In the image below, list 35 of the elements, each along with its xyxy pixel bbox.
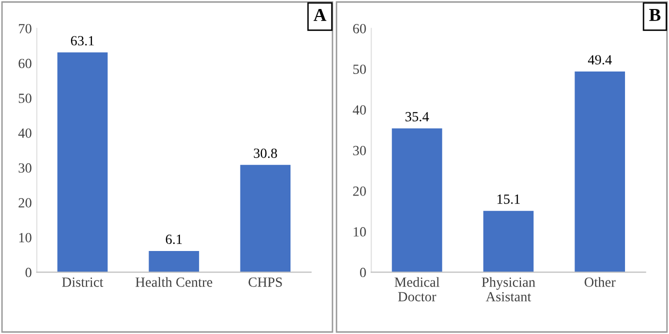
bar [392, 128, 442, 272]
x-tick-label: Physician Asistant [482, 277, 536, 302]
y-tick-label: 0 [26, 268, 32, 278]
bar [574, 71, 626, 272]
bar [57, 52, 108, 272]
y-tick-label: 10 [354, 227, 366, 237]
y-tick-label: 40 [18, 128, 32, 138]
x-tick-label: Health Centre [136, 277, 212, 287]
bar [240, 164, 291, 272]
y-tick-label: 0 [360, 268, 366, 278]
text: B [649, 9, 660, 21]
data-label: 15.1 [498, 194, 520, 204]
y-tick-label: 40 [352, 105, 366, 115]
data-label: 35.4 [406, 112, 429, 122]
y-tick-label: 70 [18, 24, 32, 34]
y-tick-label: 20 [18, 198, 32, 208]
data-label: 49.4 [588, 55, 612, 65]
bar [148, 250, 200, 272]
y-tick-label: 30 [353, 146, 366, 156]
y-tick-label: 30 [18, 163, 32, 173]
x-tick-label: CHPS [248, 278, 282, 287]
y-tick-label: 20 [353, 186, 366, 196]
y-tick-label: 60 [18, 58, 32, 68]
y-tick-label: 60 [353, 24, 366, 34]
text: A [314, 8, 326, 21]
y-tick-label: 50 [18, 94, 32, 104]
x-tick-label: District [62, 278, 104, 287]
bar [483, 210, 534, 272]
x-tick-label: Medical Doctor [394, 277, 440, 302]
y-tick-label: 10 [19, 232, 32, 242]
y-tick-label: 50 [353, 64, 366, 74]
x-tick-label: Other [584, 277, 616, 287]
data-label: 30.8 [254, 148, 277, 158]
data-label: 63.1 [70, 36, 94, 46]
data-label: 6.1 [166, 234, 182, 244]
